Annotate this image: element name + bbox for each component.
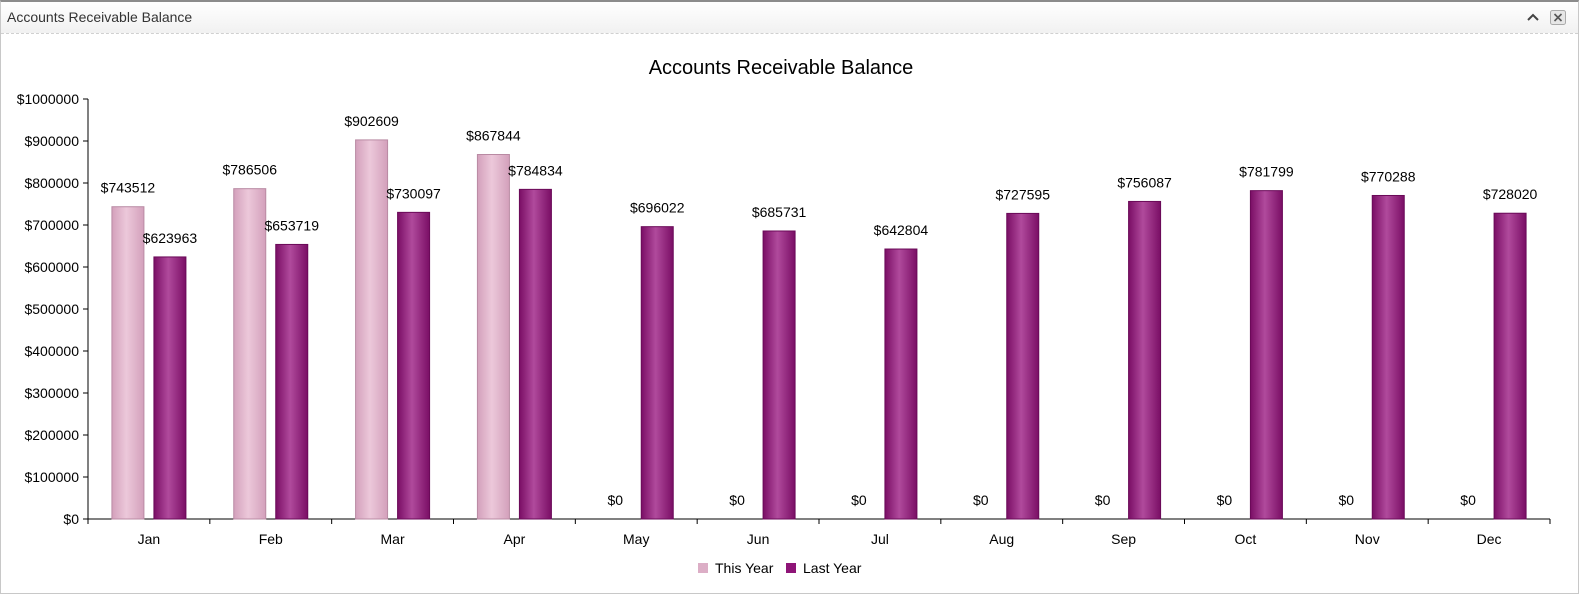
x-tick-label: Nov (1355, 531, 1380, 547)
bar (762, 230, 796, 520)
y-tick-label: $1000000 (17, 91, 80, 107)
bar-value-label: $756087 (1117, 174, 1172, 190)
x-axis: Jan Feb Mar Apr May Jun Jul Aug Sep Oct Nov Dec (87, 518, 1551, 547)
x-tick-label: Feb (259, 531, 283, 547)
panel-titlebar: Accounts Receivable Balance (1, 2, 1578, 34)
bar-value-label: $0 (729, 492, 745, 508)
y-tick-label: $0 (63, 511, 79, 527)
bar-value-label: $653719 (264, 217, 319, 233)
bar-value-label: $0 (1095, 492, 1111, 508)
bar (1249, 190, 1283, 520)
x-tick-label: May (623, 531, 649, 547)
chart-title: Accounts Receivable Balance (649, 57, 914, 79)
legend-label: This Year (715, 560, 774, 576)
bar-value-label: $867844 (466, 128, 521, 144)
data-labels: $743512 $786506 $902609 $867844 $0 $0 $0 $0 $0 $0… (101, 113, 1538, 508)
bar (111, 206, 145, 520)
bar-value-label: $902609 (344, 113, 399, 129)
bar-value-label: $0 (607, 492, 623, 508)
bar (1371, 194, 1405, 520)
bar (233, 188, 267, 520)
x-tick-label: Mar (381, 531, 405, 547)
bar-value-label: $730097 (386, 185, 441, 201)
bar (397, 211, 431, 520)
bar-value-label: $642804 (874, 222, 929, 238)
bar-value-label: $784834 (508, 162, 563, 178)
bar-value-label: $727595 (995, 186, 1050, 202)
bar-value-label: $696022 (630, 200, 685, 216)
bar (355, 139, 389, 520)
bar-value-label: $685731 (752, 204, 807, 220)
legend-swatch (698, 563, 708, 573)
y-tick-label: $300000 (24, 385, 79, 401)
legend-swatch (786, 563, 796, 573)
bar-value-label: $786506 (222, 162, 277, 178)
bar-value-label: $623963 (143, 230, 198, 246)
x-tick-label: Aug (989, 531, 1014, 547)
x-tick-label: Apr (504, 531, 526, 547)
x-tick-label: Dec (1477, 531, 1502, 547)
y-tick-label: $700000 (24, 217, 79, 233)
y-tick-label: $400000 (24, 343, 79, 359)
bar (640, 226, 674, 520)
legend: This Year Last Year (698, 560, 862, 576)
bar (1006, 212, 1040, 520)
chart-area: Accounts Receivable Balance $0 $100000 $20… (1, 36, 1578, 598)
y-tick-label: $900000 (24, 133, 79, 149)
legend-label: Last Year (803, 560, 862, 576)
bar (884, 248, 918, 520)
bar-chart: Accounts Receivable Balance $0 $100000 $20… (17, 57, 1551, 576)
bar-value-label: $0 (1460, 492, 1476, 508)
y-tick-label: $100000 (24, 469, 79, 485)
x-tick-label: Jun (747, 531, 770, 547)
bar (1493, 212, 1527, 520)
bar-value-label: $0 (973, 492, 989, 508)
bar (518, 188, 552, 520)
y-tick-label: $200000 (24, 427, 79, 443)
x-tick-label: Jul (871, 531, 889, 547)
bar-value-label: $781799 (1239, 164, 1294, 180)
bar (275, 243, 309, 520)
bar-value-label: $0 (851, 492, 867, 508)
x-tick-label: Sep (1111, 531, 1136, 547)
y-tick-label: $500000 (24, 301, 79, 317)
y-tick-label: $800000 (24, 175, 79, 191)
x-tick-label: Oct (1235, 531, 1257, 547)
x-tick-label: Jan (138, 531, 161, 547)
bars (111, 139, 1527, 520)
bar (153, 256, 187, 520)
bar-value-label: $0 (1338, 492, 1354, 508)
bar (1128, 200, 1162, 520)
bar-value-label: $770288 (1361, 168, 1416, 184)
panel-title: Accounts Receivable Balance (7, 9, 193, 25)
close-icon[interactable] (1550, 10, 1566, 25)
bar-value-label: $0 (1217, 492, 1233, 508)
bar-value-label: $728020 (1483, 186, 1538, 202)
y-tick-label: $600000 (24, 259, 79, 275)
bar-value-label: $743512 (101, 180, 156, 196)
bar (476, 154, 510, 520)
y-axis: $0 $100000 $200000 $300000 $400000 $500000 $60… (17, 91, 89, 527)
chevron-up-icon[interactable] (1525, 10, 1541, 25)
